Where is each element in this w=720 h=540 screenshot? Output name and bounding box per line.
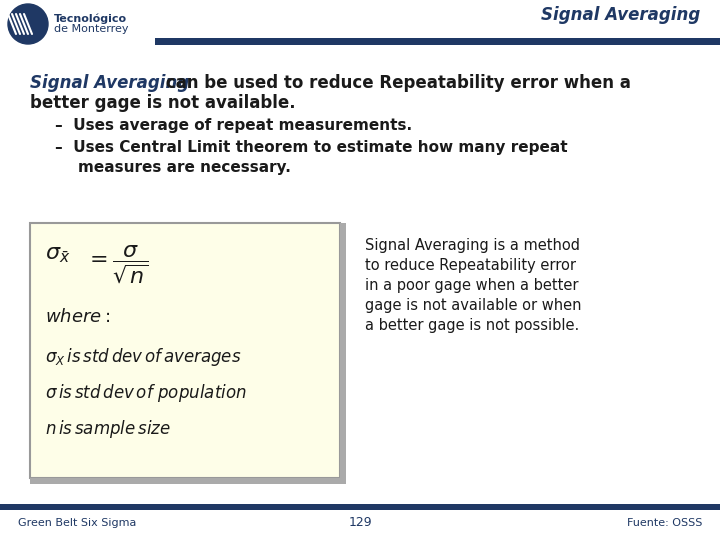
Bar <box>340 223 346 484</box>
Text: gage is not available or when: gage is not available or when <box>365 298 582 313</box>
Text: Signal Averaging: Signal Averaging <box>30 74 189 92</box>
Text: $\sigma\,is\,std\,dev\,of\,\,population$: $\sigma\,is\,std\,dev\,of\,\,population$ <box>45 382 247 404</box>
Circle shape <box>8 4 48 44</box>
Text: better gage is not available.: better gage is not available. <box>30 94 296 112</box>
Text: $n\,is\,sample\,size$: $n\,is\,sample\,size$ <box>45 418 171 440</box>
Text: $\sigma_X$$\,is\,std\,dev\,of\,averages$: $\sigma_X$$\,is\,std\,dev\,of\,averages$ <box>45 346 241 368</box>
Text: measures are necessary.: measures are necessary. <box>78 160 291 175</box>
Text: a better gage is not possible.: a better gage is not possible. <box>365 318 580 333</box>
Text: Tecnológico: Tecnológico <box>54 14 127 24</box>
Text: de Monterrey: de Monterrey <box>54 24 128 34</box>
Text: in a poor gage when a better: in a poor gage when a better <box>365 278 578 293</box>
Text: Fuente: OSSS: Fuente: OSSS <box>626 518 702 528</box>
Text: Signal Averaging: Signal Averaging <box>541 6 700 24</box>
Text: can be used to reduce Repeatability error when a: can be used to reduce Repeatability erro… <box>160 74 631 92</box>
Bar <box>155 38 720 45</box>
Text: –  Uses average of repeat measurements.: – Uses average of repeat measurements. <box>55 118 412 133</box>
Text: $\sigma_{\bar{x}}$: $\sigma_{\bar{x}}$ <box>45 243 71 265</box>
Text: Signal Averaging is a method: Signal Averaging is a method <box>365 238 580 253</box>
Bar <box>30 478 340 484</box>
FancyBboxPatch shape <box>30 223 340 478</box>
Text: Green Belt Six Sigma: Green Belt Six Sigma <box>18 518 136 528</box>
Text: $where:$: $where:$ <box>45 308 110 326</box>
Text: $= \dfrac{\sigma}{\sqrt{n}}$: $= \dfrac{\sigma}{\sqrt{n}}$ <box>85 243 148 285</box>
Text: to reduce Repeatability error: to reduce Repeatability error <box>365 258 576 273</box>
Bar <box>0 504 720 510</box>
Text: –  Uses Central Limit theorem to estimate how many repeat: – Uses Central Limit theorem to estimate… <box>55 140 567 155</box>
Text: 129: 129 <box>348 516 372 530</box>
